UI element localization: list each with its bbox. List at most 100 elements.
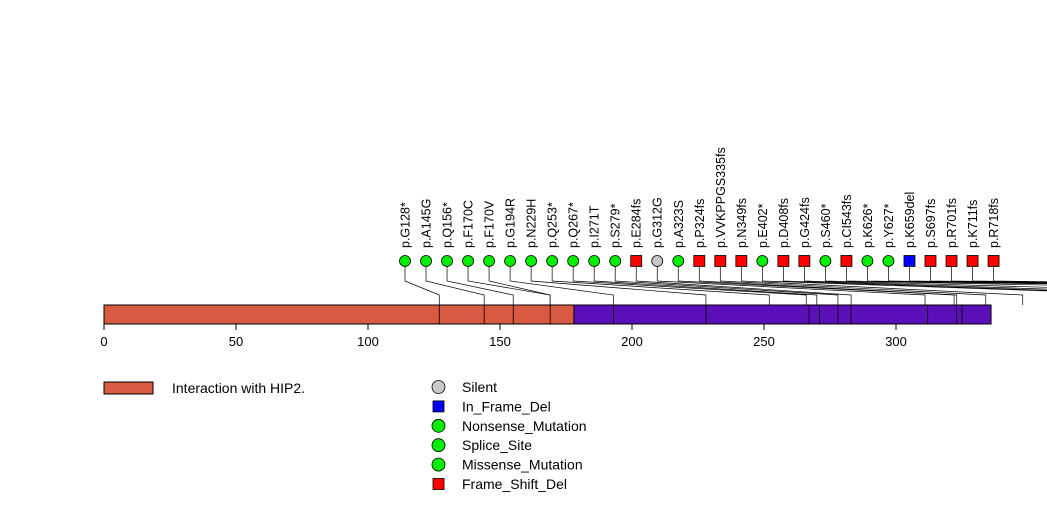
mutation-markers xyxy=(399,255,1000,267)
mutation-connector xyxy=(951,261,1047,283)
mutation-marker[interactable] xyxy=(756,255,769,267)
mutation-label: p.VVKPPGS335fs xyxy=(714,147,728,248)
axis-tick-label: 250 xyxy=(753,334,775,349)
mutation-connector xyxy=(846,261,1047,286)
mutation-label: p.CI543fs xyxy=(840,194,854,248)
mutation-marker[interactable] xyxy=(966,255,979,267)
mutation-marker[interactable] xyxy=(840,255,853,267)
legend-type-label: Nonsense_Mutation xyxy=(462,418,587,434)
mutation-label: p.N229H xyxy=(525,199,539,248)
mutation-label: p.Q253* xyxy=(546,202,560,248)
mutation-connector xyxy=(404,261,440,305)
mutation-marker[interactable] xyxy=(987,255,1000,267)
mutation-connector xyxy=(467,261,551,305)
legend-type-swatch xyxy=(432,400,445,413)
position-axis: 0 50 100 150 200 250 300 xyxy=(100,323,907,349)
mutation-label: p.F170C xyxy=(462,200,476,248)
mutation-marker[interactable] xyxy=(399,255,411,267)
mutation-marker[interactable] xyxy=(525,255,538,267)
mutation-marker[interactable] xyxy=(882,255,895,267)
mutation-label: p.F170V xyxy=(483,200,497,248)
mutation-marker[interactable] xyxy=(903,255,916,267)
mutation-label: p.G194R xyxy=(504,198,518,248)
mutation-connector xyxy=(530,261,707,305)
mutation-marker[interactable] xyxy=(420,255,432,267)
mutation-marker[interactable] xyxy=(609,255,622,267)
mutation-label: p.S460* xyxy=(819,203,833,248)
mutation-connector xyxy=(909,261,1047,284)
mutation-label: p.K626* xyxy=(861,203,875,248)
legend-type-label: Silent xyxy=(462,379,497,395)
mutation-label: p.I271T xyxy=(588,205,602,248)
mutation-connector xyxy=(993,261,1047,283)
mutation-marker[interactable] xyxy=(672,255,685,267)
axis-tick-label: 0 xyxy=(100,334,107,349)
legend-type-swatch xyxy=(431,438,446,453)
mutation-connector xyxy=(572,261,807,305)
mutation-marker[interactable] xyxy=(462,255,474,267)
mutation-label: p.E402* xyxy=(756,203,770,248)
mutation-label: p.N349fs xyxy=(735,198,749,248)
mutation-label: p.K711fs xyxy=(966,200,980,248)
mutation-connector xyxy=(888,261,1047,284)
mutation-marker[interactable] xyxy=(441,255,453,267)
mutation-connector xyxy=(698,261,958,305)
mutation-marker[interactable] xyxy=(588,255,601,267)
axis-tick-label: 150 xyxy=(489,334,511,349)
mutation-marker[interactable] xyxy=(504,255,517,267)
legend-type-swatch xyxy=(431,380,446,394)
mutation-marker[interactable] xyxy=(546,255,559,267)
mutation-marker[interactable] xyxy=(924,255,937,267)
legend-type-label: In_Frame_Del xyxy=(462,398,551,414)
mutation-connector xyxy=(930,261,1047,283)
mutation-connector xyxy=(593,261,818,305)
mutation-marker[interactable] xyxy=(861,255,874,267)
mutation-label: p.R718fs xyxy=(987,198,1001,248)
mutation-connector xyxy=(635,261,852,305)
mutation-label: p.Y627* xyxy=(882,203,896,248)
domain-legend: Interaction with HIP2. xyxy=(103,380,305,396)
mutation-marker[interactable] xyxy=(819,255,832,267)
protein-backbone xyxy=(103,304,992,325)
mutation-label: p.K659del xyxy=(903,192,917,248)
mutation-marker[interactable] xyxy=(567,255,580,267)
mutation-label: p.D408fs xyxy=(777,198,791,248)
mutation-marker[interactable] xyxy=(777,255,790,267)
mutation-label: p.A145G xyxy=(420,199,434,248)
mutation-marker[interactable] xyxy=(798,255,811,267)
axis-tick-label: 200 xyxy=(621,334,643,349)
legend-type-swatch xyxy=(431,418,446,433)
mutation-marker[interactable] xyxy=(693,255,706,267)
mutation-connector xyxy=(656,261,926,305)
mutation-marker[interactable] xyxy=(714,255,727,267)
legend-type-label: Missense_Mutation xyxy=(462,457,583,473)
mutation-connector xyxy=(551,261,770,305)
mutation-connector xyxy=(783,261,1047,291)
legend-domain-label: Interaction with HIP2. xyxy=(172,380,305,396)
legend-domain-swatch xyxy=(103,381,154,395)
mutation-connector xyxy=(425,261,485,305)
mutation-label: p.P324fs xyxy=(693,199,707,248)
mutation-connector xyxy=(446,261,514,305)
axis-tick-label: 300 xyxy=(885,334,907,349)
mutation-connector xyxy=(825,261,1047,288)
mutation-label: p.G424fs xyxy=(798,197,812,248)
mutation-connector xyxy=(740,261,1024,305)
mutation-marker[interactable] xyxy=(735,255,748,267)
mutation-label: p.G128* xyxy=(399,202,413,248)
mutation-connector xyxy=(804,261,1047,290)
mutation-marker[interactable] xyxy=(483,255,495,267)
mutation-connector xyxy=(488,261,551,305)
mutation-labels: p.G128* p.A145G p.Q156* p.F170C p.F170V p.G19… xyxy=(399,147,1002,248)
mutation-label: p.A323S xyxy=(672,200,686,248)
mutation-connector xyxy=(677,261,955,305)
mutation-connector xyxy=(761,261,1047,292)
axis-tick-label: 100 xyxy=(357,334,379,349)
mutation-marker[interactable] xyxy=(630,255,643,267)
legend-type-label: Frame_Shift_Del xyxy=(462,476,567,492)
axis-tick-label: 50 xyxy=(229,334,243,349)
mutation-marker[interactable] xyxy=(945,255,958,267)
mutation-label: p.Q267* xyxy=(567,202,581,248)
mutation-marker[interactable] xyxy=(651,255,664,267)
